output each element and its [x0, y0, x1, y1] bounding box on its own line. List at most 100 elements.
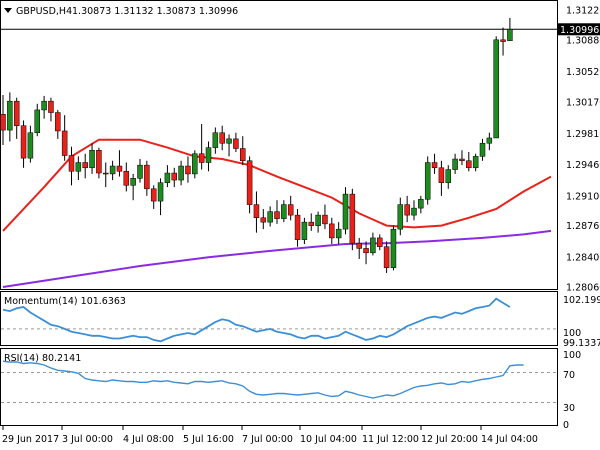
candle — [48, 97, 54, 122]
candle — [507, 17, 513, 41]
candle — [370, 232, 376, 256]
candle — [383, 241, 390, 273]
candle — [294, 208, 301, 247]
candle — [233, 132, 239, 153]
rsi-panel-frame — [0, 348, 558, 426]
candle — [0, 95, 6, 145]
candle — [240, 136, 246, 166]
rsi-line — [2, 360, 524, 399]
candle — [20, 120, 27, 168]
candle — [103, 162, 109, 188]
momentum-scale-mid: 100 — [563, 328, 581, 339]
candle — [322, 204, 328, 230]
time-tick: 14 Jul 04:00 — [481, 434, 538, 445]
candle — [219, 125, 225, 151]
candle — [68, 146, 75, 186]
time-tick: 29 Jun 2017 — [2, 434, 59, 445]
candle — [226, 134, 232, 157]
momentum-panel-frame — [0, 291, 558, 346]
time-tick: 3 Jul 00:00 — [62, 434, 113, 445]
rsi-scale-30: 30 — [563, 403, 575, 414]
candle — [486, 132, 493, 151]
price-tick: 1.30170 — [566, 98, 600, 109]
candle — [308, 213, 314, 231]
candle — [144, 160, 150, 196]
candle — [411, 200, 417, 221]
candle — [267, 206, 273, 227]
momentum-series — [2, 297, 511, 343]
candle — [55, 109, 61, 139]
candle — [123, 162, 130, 192]
symbol-label: GBPUSD,H4 — [16, 6, 72, 17]
candle — [192, 150, 198, 179]
candle — [445, 165, 451, 189]
candle — [89, 143, 95, 174]
candle — [329, 217, 335, 245]
candle — [397, 197, 404, 236]
candle — [274, 200, 280, 224]
dropdown-arrow-icon[interactable] — [4, 8, 12, 13]
ohlc-values: 1.30873 1.31132 1.30873 1.30996 — [72, 6, 238, 17]
candle — [178, 160, 184, 186]
time-tick: 10 Jul 04:00 — [300, 434, 357, 445]
candle — [171, 167, 177, 188]
time-tick: 12 Jul 20:00 — [421, 434, 478, 445]
candle — [212, 127, 219, 154]
time-tick: 7 Jul 00:00 — [242, 434, 293, 445]
price-tick: 1.30520 — [566, 67, 600, 78]
candle — [281, 200, 287, 223]
momentum-title: Momentum(14) 101.6363 — [4, 296, 126, 307]
time-axis: 29 Jun 2017 3 Jul 00:00 4 Jul 08:00 5 Ju… — [2, 434, 538, 445]
candle — [96, 147, 102, 179]
price-tick: 1.31220 — [566, 6, 600, 17]
candle — [164, 165, 171, 188]
candle — [459, 150, 465, 166]
candle — [246, 156, 253, 214]
moving-averages — [2, 138, 552, 288]
time-tick: 5 Jul 16:00 — [183, 434, 234, 445]
price-tick: 1.29810 — [566, 129, 600, 140]
momentum-scale-high: 102.1994 — [563, 295, 600, 306]
candle — [424, 156, 431, 205]
candle — [500, 27, 506, 56]
rsi-series — [2, 360, 524, 399]
time-tick-marks — [2, 426, 482, 430]
candle — [452, 153, 458, 174]
candle — [363, 241, 369, 265]
rsi-scale-100: 100 — [563, 350, 581, 361]
sma-fast-line — [2, 138, 552, 232]
candle — [342, 187, 349, 235]
candle — [315, 211, 321, 233]
current-price-label: 1.30996 — [560, 25, 599, 36]
price-tick: 1.29460 — [566, 160, 600, 171]
candle — [335, 222, 342, 245]
candle — [404, 195, 410, 223]
candle — [82, 153, 88, 179]
candle — [472, 153, 479, 172]
candle — [7, 92, 13, 142]
candle — [109, 160, 116, 181]
candles — [0, 17, 513, 273]
candle — [185, 156, 191, 183]
candle — [438, 160, 445, 196]
price-tick: 1.28060 — [566, 283, 600, 294]
candle — [27, 125, 34, 163]
rsi-title: RSI(14) 80.2141 — [4, 353, 81, 364]
price-tick: 1.30880 — [566, 35, 600, 46]
candle — [431, 153, 438, 174]
candle — [198, 123, 205, 170]
candle — [466, 152, 472, 172]
candle — [75, 156, 82, 181]
candle — [41, 95, 47, 119]
candle — [13, 97, 20, 139]
sma-slow-line — [2, 229, 552, 288]
candle — [418, 195, 424, 214]
candle — [377, 234, 383, 251]
momentum-line — [2, 297, 511, 343]
candle — [137, 159, 143, 183]
candle — [301, 217, 308, 245]
candle — [493, 36, 499, 139]
candle — [260, 208, 267, 230]
candle — [157, 178, 164, 216]
